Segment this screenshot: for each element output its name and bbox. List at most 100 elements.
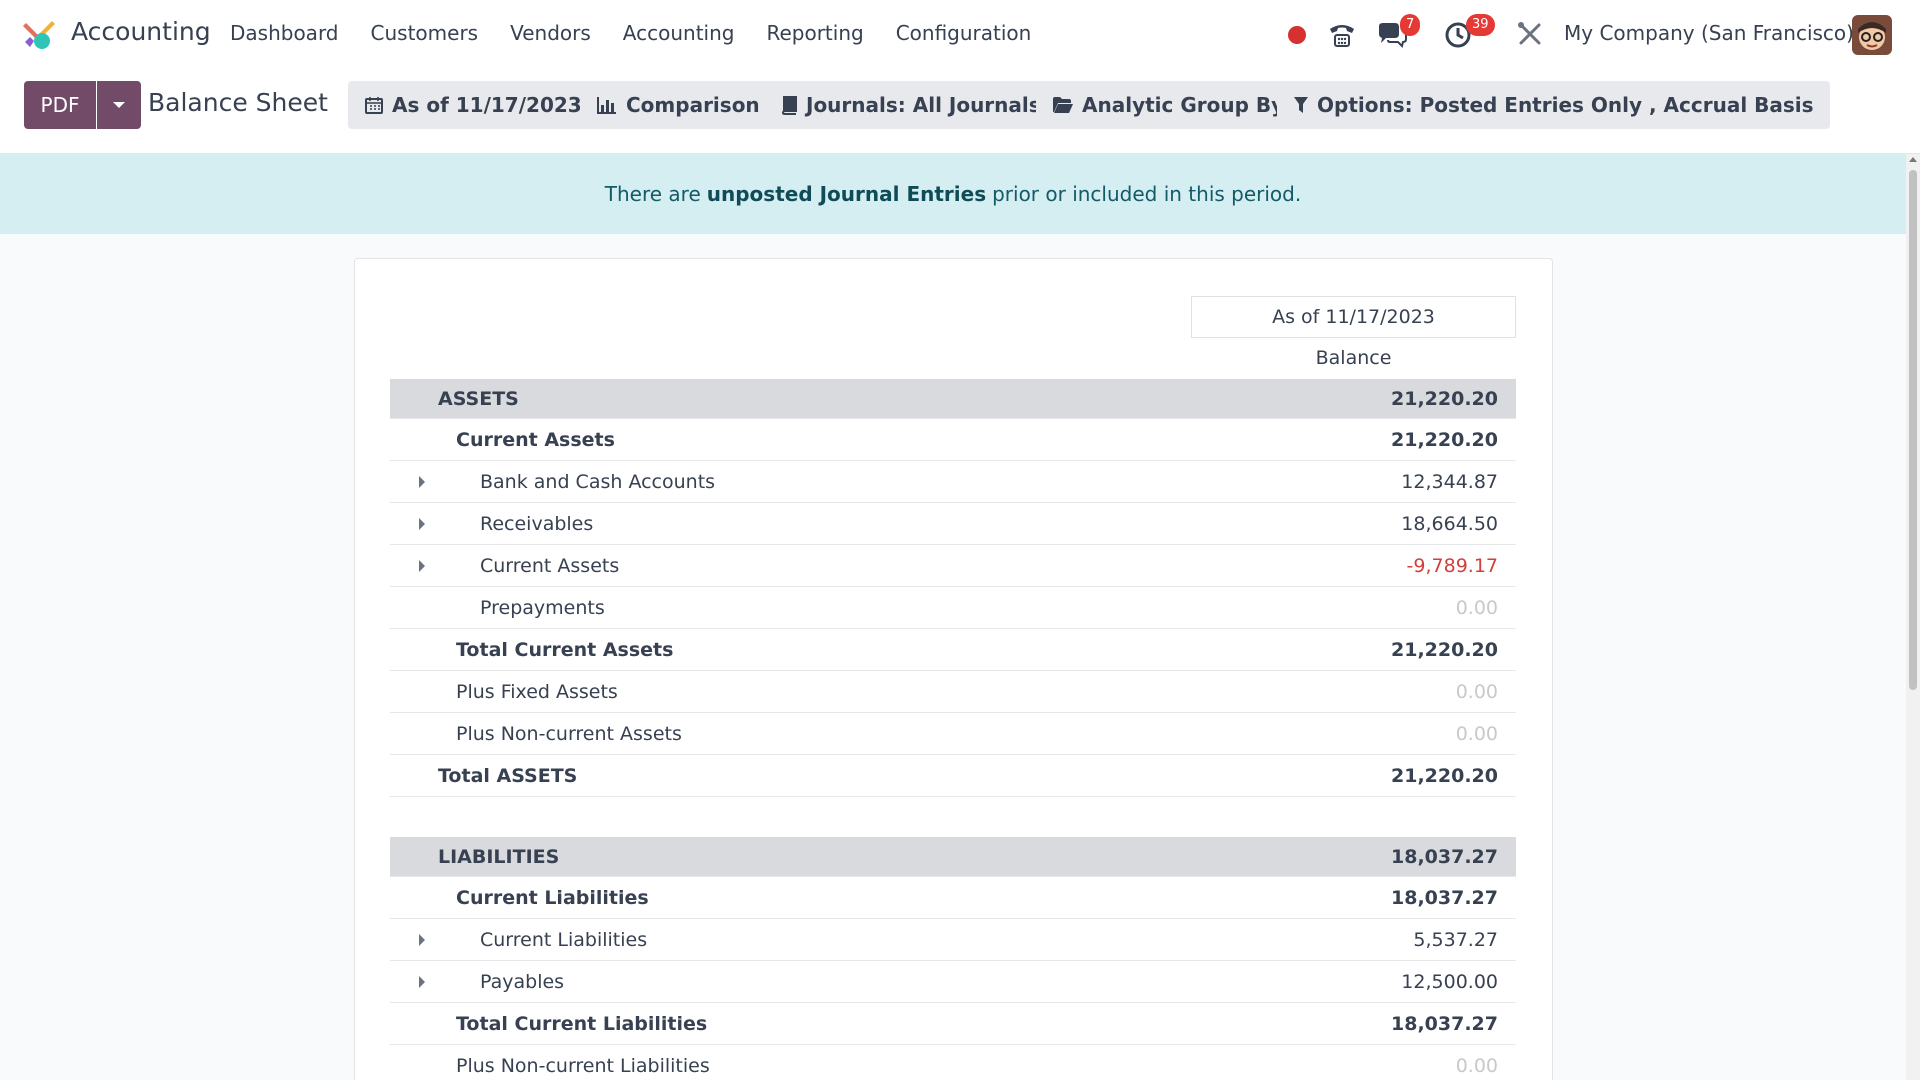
- export-dropdown-toggle[interactable]: [97, 81, 141, 129]
- control-panel: PDF Balance Sheet As of 11/17/2023 Compa…: [0, 68, 1920, 154]
- journals-filter-button[interactable]: Journals: All Journals: [764, 81, 1057, 129]
- menu-vendors[interactable]: Vendors: [510, 21, 591, 45]
- scroll-up-arrow-icon[interactable]: [1909, 157, 1917, 162]
- line-amount[interactable]: 18,037.27: [1391, 1012, 1498, 1035]
- date-filter-button[interactable]: As of 11/17/2023: [348, 81, 598, 129]
- line-amount[interactable]: 21,220.20: [1391, 638, 1498, 661]
- expand-caret-icon[interactable]: [419, 559, 425, 572]
- comparison-label: Comparison: [626, 93, 760, 117]
- line-label: Plus Non-current Liabilities: [456, 1054, 710, 1077]
- scrollbar-thumb[interactable]: [1909, 170, 1917, 690]
- line-label: ASSETS: [438, 387, 519, 410]
- options-filter-button[interactable]: Options: Posted Entries Only , Accrual B…: [1277, 81, 1830, 129]
- calendar-icon: [364, 95, 384, 115]
- line-label: Current Liabilities: [456, 886, 649, 909]
- report-line-fixed-assets[interactable]: Plus Fixed Assets 0.00: [390, 671, 1516, 713]
- report-line-total-current-assets[interactable]: Total Current Assets 21,220.20: [390, 629, 1516, 671]
- menu-customers[interactable]: Customers: [370, 21, 479, 45]
- menu-accounting[interactable]: Accounting: [622, 21, 735, 45]
- line-amount[interactable]: 18,664.50: [1401, 512, 1498, 535]
- line-amount[interactable]: -9,789.17: [1406, 554, 1498, 577]
- phone-icon[interactable]: [1326, 18, 1358, 50]
- column-header-balance: Balance: [1315, 347, 1392, 369]
- section-row-assets[interactable]: ASSETS 21,220.20: [390, 379, 1516, 419]
- pdf-button[interactable]: PDF: [24, 81, 96, 129]
- line-amount[interactable]: 21,220.20: [1391, 428, 1498, 451]
- page-scrollbar[interactable]: [1906, 154, 1920, 1080]
- line-label: LIABILITIES: [438, 845, 560, 868]
- line-label: Current Assets: [456, 428, 615, 451]
- line-label: Plus Fixed Assets: [456, 680, 618, 703]
- report-line-non-current-liabilities[interactable]: Plus Non-current Liabilities 0.00: [390, 1045, 1516, 1080]
- line-amount: 0.00: [1455, 722, 1498, 745]
- alert-suffix: prior or included in this period.: [992, 182, 1302, 206]
- column-header-date[interactable]: As of 11/17/2023: [1191, 296, 1516, 338]
- report-line-current-assets[interactable]: Current Assets 21,220.20: [390, 419, 1516, 461]
- line-amount[interactable]: 18,037.27: [1391, 845, 1498, 868]
- page-title: Balance Sheet: [148, 88, 328, 117]
- report-line-current-liabilities[interactable]: Current Liabilities 18,037.27: [390, 877, 1516, 919]
- expand-caret-icon[interactable]: [419, 975, 425, 988]
- analytic-group-by-label: Analytic Group By: [1082, 93, 1285, 117]
- line-amount: 0.00: [1455, 1054, 1498, 1077]
- report-line-total-current-liabilities[interactable]: Total Current Liabilities 18,037.27: [390, 1003, 1516, 1045]
- line-label: Plus Non-current Assets: [456, 722, 682, 745]
- analytic-group-by-button[interactable]: Analytic Group By: [1036, 81, 1301, 129]
- recording-indicator-icon[interactable]: [1288, 26, 1306, 44]
- unposted-entries-alert: There are unposted Journal Entries prior…: [0, 154, 1906, 234]
- report-line-non-current-assets[interactable]: Plus Non-current Assets 0.00: [390, 713, 1516, 755]
- options-filter-label: Options: Posted Entries Only , Accrual B…: [1317, 93, 1814, 117]
- report-line-current-liabilities-detail[interactable]: Current Liabilities 5,537.27: [390, 919, 1516, 961]
- line-amount[interactable]: 21,220.20: [1391, 387, 1498, 410]
- bar-chart-icon: [596, 95, 618, 115]
- menu-dashboard[interactable]: Dashboard: [230, 21, 339, 45]
- alert-prefix: There are: [604, 182, 701, 206]
- line-amount[interactable]: 5,537.27: [1413, 928, 1498, 951]
- line-amount: 0.00: [1455, 680, 1498, 703]
- balance-sheet-report: As of 11/17/2023 Balance ASSETS 21,220.2…: [354, 258, 1553, 1080]
- line-label: Total Current Liabilities: [456, 1012, 708, 1035]
- line-amount[interactable]: 12,500.00: [1401, 970, 1498, 993]
- book-icon: [780, 95, 798, 115]
- line-amount[interactable]: 21,220.20: [1391, 764, 1498, 787]
- line-label: Current Assets: [480, 554, 620, 577]
- activities-badge: 39: [1466, 14, 1495, 36]
- expand-caret-icon[interactable]: [419, 517, 425, 530]
- line-label: Bank and Cash Accounts: [480, 470, 716, 493]
- activities-clock-icon[interactable]: [1442, 18, 1474, 50]
- line-label: Total Current Assets: [456, 638, 674, 661]
- line-label: Receivables: [480, 512, 594, 535]
- date-filter-label: As of 11/17/2023: [392, 93, 582, 117]
- line-amount: 0.00: [1455, 596, 1498, 619]
- line-amount[interactable]: 18,037.27: [1391, 886, 1498, 909]
- filter-icon: [1293, 95, 1309, 115]
- line-label: Payables: [480, 970, 565, 993]
- report-line-receivables[interactable]: Receivables 18,664.50: [390, 503, 1516, 545]
- line-label: Total ASSETS: [438, 764, 578, 787]
- expand-caret-icon[interactable]: [419, 475, 425, 488]
- line-label: Current Liabilities: [480, 928, 648, 951]
- report-line-bank-and-cash[interactable]: Bank and Cash Accounts 12,344.87: [390, 461, 1516, 503]
- section-row-liabilities[interactable]: LIABILITIES 18,037.27: [390, 837, 1516, 877]
- line-label: Prepayments: [480, 596, 605, 619]
- accounting-app-icon[interactable]: [22, 17, 56, 51]
- report-line-current-assets-detail[interactable]: Current Assets -9,789.17: [390, 545, 1516, 587]
- report-line-payables[interactable]: Payables 12,500.00: [390, 961, 1516, 1003]
- user-avatar[interactable]: [1852, 15, 1892, 55]
- company-switcher[interactable]: My Company (San Francisco): [1564, 21, 1854, 45]
- debug-tools-icon[interactable]: [1514, 18, 1546, 50]
- line-amount[interactable]: 12,344.87: [1401, 470, 1498, 493]
- expand-caret-icon[interactable]: [419, 933, 425, 946]
- menu-configuration[interactable]: Configuration: [895, 21, 1032, 45]
- section-spacer: [390, 797, 1516, 837]
- comparison-button[interactable]: Comparison: [580, 81, 776, 129]
- menu-reporting[interactable]: Reporting: [766, 21, 864, 45]
- report-line-prepayments[interactable]: Prepayments 0.00: [390, 587, 1516, 629]
- folder-open-icon: [1052, 96, 1074, 114]
- report-lines: ASSETS 21,220.20 Current Assets 21,220.2…: [390, 379, 1516, 1080]
- messages-badge: 7: [1400, 14, 1421, 36]
- report-line-total-assets[interactable]: Total ASSETS 21,220.20: [390, 755, 1516, 797]
- app-name[interactable]: Accounting: [71, 17, 211, 46]
- top-navbar: Accounting Dashboard Customers Vendors A…: [0, 0, 1920, 68]
- unposted-entries-link[interactable]: unposted Journal Entries: [706, 182, 987, 206]
